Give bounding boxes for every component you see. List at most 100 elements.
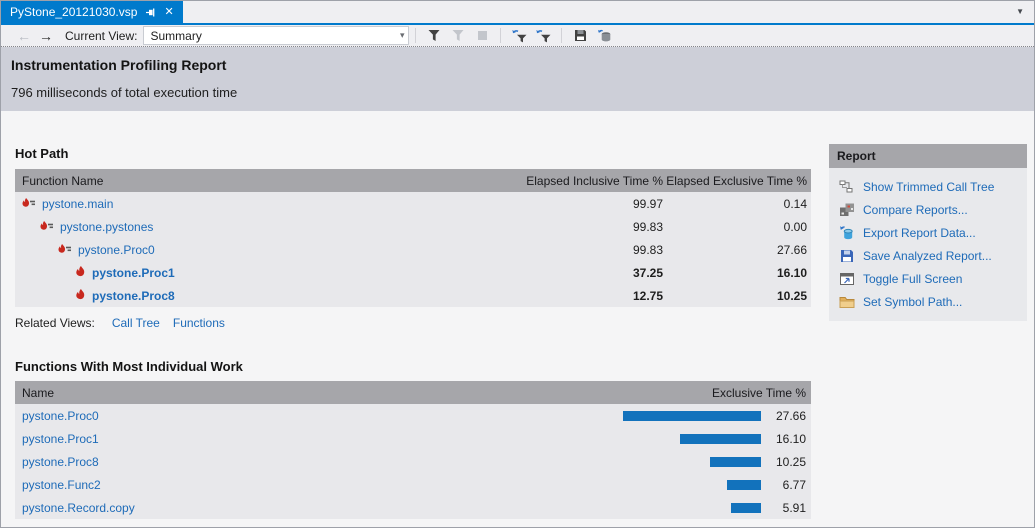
hot-path-function-cell: pystone.Proc1 xyxy=(15,266,503,280)
function-link[interactable]: pystone.Proc8 xyxy=(22,454,99,469)
related-views-label: Related Views: xyxy=(15,316,95,330)
toolbar-separator xyxy=(500,28,502,43)
close-icon[interactable]: ✕ xyxy=(164,5,174,18)
current-view-label: Current View: xyxy=(65,28,138,43)
hot-path-row: pystone.pystones 99.83 0.00 xyxy=(15,215,811,238)
inclusive-time-value: 99.97 xyxy=(632,196,663,211)
exclusive-time-value: 0.00 xyxy=(783,219,807,234)
function-name-cell: pystone.Proc0 xyxy=(15,409,621,423)
folder-icon xyxy=(839,294,855,310)
report-panel-item-label: Save Analyzed Report... xyxy=(863,248,992,263)
export-report-data-icon[interactable] xyxy=(592,27,616,45)
related-view-functions-link[interactable]: Functions xyxy=(172,316,225,330)
column-function-name: Function Name xyxy=(22,173,104,188)
report-panel-item-label: Compare Reports... xyxy=(863,202,968,217)
toolbar: ← → Current View: Summary ▾ xyxy=(1,25,1034,47)
function-link[interactable]: pystone.Record.copy xyxy=(22,500,135,515)
report-panel-item[interactable]: Toggle Full Screen xyxy=(829,267,1027,290)
column-name: Name xyxy=(22,385,55,400)
report-panel-item[interactable]: Set Symbol Path... xyxy=(829,290,1027,313)
hot-path-flame-icon xyxy=(39,220,54,233)
individual-work-table-rows: pystone.Proc0 27.66 pystone.Proc1 16.10 pyst… xyxy=(15,404,811,519)
report-panel-item-label: Export Report Data... xyxy=(863,225,976,240)
function-link[interactable]: pystone.Func2 xyxy=(22,477,101,492)
refresh-filter-icon[interactable] xyxy=(507,27,531,45)
report-panel: Report Show Trimmed Call Tree Compare Rep… xyxy=(829,144,1027,321)
function-link[interactable]: pystone.Proc0 xyxy=(22,408,99,423)
exclusive-time-value: 10.25 xyxy=(776,288,807,303)
report-panel-item[interactable]: Export Report Data... xyxy=(829,221,1027,244)
pin-icon[interactable] xyxy=(145,7,156,18)
exclusive-time-bar xyxy=(623,410,761,421)
report-body: Hot Path Function Name Elapsed Inclusive… xyxy=(1,111,1034,527)
compare-reports-icon xyxy=(839,202,855,218)
report-panel-header: Report xyxy=(829,144,1027,168)
individual-work-table-header: Name Exclusive Time % xyxy=(15,381,811,404)
apply-filter-icon[interactable] xyxy=(531,27,555,45)
function-name-cell: pystone.Func2 xyxy=(15,478,621,492)
exclusive-time-bar xyxy=(710,456,761,467)
function-link[interactable]: pystone.main xyxy=(42,196,114,211)
chevron-down-icon: ▾ xyxy=(399,30,405,40)
hot-path-flame-icon xyxy=(57,243,72,256)
exclusive-time-value: 27.66 xyxy=(775,408,806,423)
report-panel-items: Show Trimmed Call Tree Compare Reports...… xyxy=(829,168,1027,321)
export-data-icon xyxy=(839,225,855,241)
function-link[interactable]: pystone.pystones xyxy=(60,219,154,234)
exclusive-time-value: 16.10 xyxy=(775,431,806,446)
inclusive-time-value: 99.83 xyxy=(632,219,663,234)
exclusive-time-bar-cell xyxy=(621,456,761,467)
function-link[interactable]: pystone.Proc1 xyxy=(92,265,175,280)
column-exclusive-time: Exclusive Time % xyxy=(711,385,806,400)
exclusive-time-value: 5.91 xyxy=(782,500,806,515)
save-report-icon[interactable] xyxy=(568,27,592,45)
exclusive-time-value: 10.25 xyxy=(775,454,806,469)
hot-path-function-cell: pystone.Proc8 xyxy=(15,289,503,303)
filter-icon[interactable] xyxy=(422,27,446,45)
back-arrow-icon[interactable]: ← xyxy=(17,27,31,44)
report-panel-item[interactable]: Save Analyzed Report... xyxy=(829,244,1027,267)
individual-work-table: Name Exclusive Time % pystone.Proc0 27.66… xyxy=(15,381,811,519)
hot-path-row: pystone.main 99.97 0.14 xyxy=(15,192,811,215)
fullscreen-icon xyxy=(839,271,855,287)
inclusive-time-value: 99.83 xyxy=(632,242,663,257)
hot-path-row: pystone.Proc8 12.75 10.25 xyxy=(15,284,811,307)
current-view-value: Summary xyxy=(150,28,202,43)
exclusive-time-value: 0.14 xyxy=(783,196,807,211)
exclusive-time-bar xyxy=(731,502,761,513)
report-panel-item[interactable]: Compare Reports... xyxy=(829,198,1027,221)
tab-pystone-report[interactable]: PyStone_20121030.vsp ✕ xyxy=(1,1,183,23)
exclusive-time-bar-cell xyxy=(621,479,761,490)
function-name-cell: pystone.Proc8 xyxy=(15,455,621,469)
hot-path-table: Function Name Elapsed Inclusive Time % E… xyxy=(15,169,811,307)
call-tree-icon xyxy=(839,179,855,195)
hot-path-title: Hot Path xyxy=(15,146,69,161)
hot-path-table-header: Function Name Elapsed Inclusive Time % E… xyxy=(15,169,811,192)
hot-path-row: pystone.Proc1 37.25 16.10 xyxy=(15,261,811,284)
report-header-band: Instrumentation Profiling Report 796 mil… xyxy=(1,47,1034,111)
function-link[interactable]: pystone.Proc1 xyxy=(22,431,99,446)
flame-icon xyxy=(75,266,86,279)
active-tab-accent-line xyxy=(1,23,1034,25)
execution-time-summary: 796 milliseconds of total execution time xyxy=(11,85,238,100)
inclusive-time-value: 37.25 xyxy=(632,265,663,280)
tab-list-dropdown-icon[interactable]: ▼ xyxy=(1016,7,1024,16)
individual-work-row: pystone.Func2 6.77 xyxy=(15,473,811,496)
exclusive-time-bar-cell xyxy=(621,433,761,444)
toolbar-separator xyxy=(415,28,417,43)
current-view-select[interactable]: Summary ▾ xyxy=(143,26,410,45)
exclusive-time-value: 27.66 xyxy=(776,242,807,257)
function-link[interactable]: pystone.Proc8 xyxy=(92,288,175,303)
report-panel-item-label: Set Symbol Path... xyxy=(863,294,963,309)
exclusive-time-bar xyxy=(680,433,761,444)
tab-title: PyStone_20121030.vsp xyxy=(10,5,138,19)
forward-arrow-icon[interactable]: → xyxy=(39,27,53,44)
individual-work-row: pystone.Proc8 10.25 xyxy=(15,450,811,473)
hot-path-function-cell: pystone.pystones xyxy=(15,220,503,234)
related-view-call-tree-link[interactable]: Call Tree xyxy=(111,316,160,330)
tab-bar: PyStone_20121030.vsp ✕ ▼ xyxy=(1,1,1034,23)
toolbar-separator xyxy=(561,28,563,43)
report-panel-item[interactable]: Show Trimmed Call Tree xyxy=(829,175,1027,198)
exclusive-time-bar xyxy=(727,479,761,490)
function-link[interactable]: pystone.Proc0 xyxy=(78,242,155,257)
